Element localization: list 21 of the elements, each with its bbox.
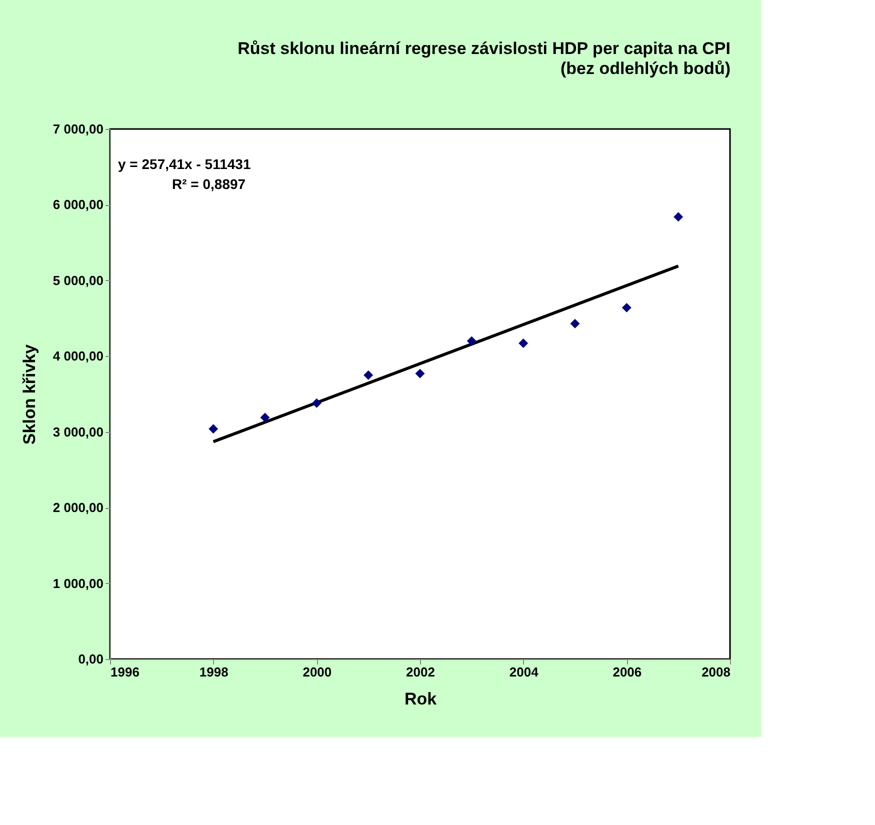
annotation: y = 257,41x - 511431: [118, 156, 251, 172]
y-tick-label: 6 000,00: [52, 197, 104, 212]
x-tick-label: 2002: [406, 664, 435, 680]
x-axis-title: Rok: [404, 690, 438, 708]
x-tick-label: 2004: [509, 664, 540, 680]
annotation: R² = 0,8897: [172, 176, 246, 192]
x-tick-label: 2008: [702, 664, 730, 680]
chart-title: Růst sklonu lineární regrese závislosti HDP per capita na CPI: [238, 39, 730, 58]
x-tick-label: 1996: [110, 664, 140, 680]
y-tick-label: 0,00: [78, 652, 104, 666]
y-tick-label: 1 000,00: [52, 576, 104, 591]
y-axis-title: Sklon křivky: [20, 344, 39, 445]
x-tick-label: 2000: [302, 664, 332, 680]
x-tick-label: 1998: [199, 664, 228, 680]
y-tick-label: 4 000,00: [52, 348, 104, 364]
y-tick-label: 5 000,00: [52, 272, 104, 288]
chart-subtitle: (bez odlehlých bodů): [560, 59, 730, 78]
x-tick-label: 2006: [612, 664, 642, 680]
y-tick-label: 3 000,00: [52, 424, 104, 440]
y-tick-label: 7 000,00: [52, 122, 104, 136]
y-tick-label: 2 000,00: [52, 500, 104, 516]
